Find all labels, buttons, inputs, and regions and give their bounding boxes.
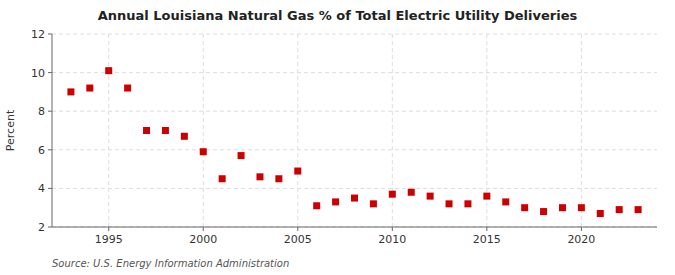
grid-line-x [581, 34, 582, 227]
x-tick [581, 227, 582, 231]
y-tick [48, 227, 52, 228]
y-tick-label: 6 [38, 144, 45, 157]
x-tick-label: 2020 [567, 233, 595, 246]
point [370, 200, 377, 207]
point [124, 85, 131, 92]
point [502, 198, 509, 205]
point [162, 127, 169, 134]
point [464, 200, 471, 207]
chart-container: 1995 2000 2005 2010 2015 2020 2 4 6 8 10 12 Annual L… [0, 0, 675, 275]
point [200, 148, 207, 155]
point [256, 173, 263, 180]
point [408, 189, 415, 196]
point [635, 206, 642, 213]
axes: 1995 2000 2005 2010 2015 2020 2 4 6 8 10 12 [31, 28, 657, 246]
grid-line-y [52, 227, 657, 228]
x-tick-label: 2005 [284, 233, 312, 246]
y-tick-label: 8 [38, 105, 45, 118]
y-tick [48, 188, 52, 189]
point [559, 204, 566, 211]
grid-line-x [392, 34, 393, 227]
point [238, 152, 245, 159]
point [105, 67, 112, 74]
point [332, 198, 339, 205]
y-tick [48, 111, 52, 112]
grid-line-y [52, 111, 657, 112]
point [389, 191, 396, 198]
grid [52, 34, 657, 227]
y-tick-label: 4 [38, 182, 45, 195]
chart-svg: 1995 2000 2005 2010 2015 2020 2 4 6 8 10 12 Annual L… [0, 0, 675, 275]
grid-line-y [52, 149, 657, 150]
y-tick-label: 2 [38, 221, 45, 234]
y-tick-label: 12 [31, 28, 45, 41]
x-tick [203, 227, 204, 231]
y-axis-line [52, 34, 53, 227]
x-tick [297, 227, 298, 231]
point [143, 127, 150, 134]
grid-line-y [52, 72, 657, 73]
point [483, 193, 490, 200]
point [521, 204, 528, 211]
x-tick [486, 227, 487, 231]
x-tick-label: 2000 [189, 233, 217, 246]
point [427, 193, 434, 200]
x-axis-line [52, 227, 657, 228]
y-axis-label: Percent [4, 109, 17, 151]
point [313, 202, 320, 209]
grid-line-x [203, 34, 204, 227]
x-tick-label: 1995 [95, 233, 123, 246]
point [616, 206, 623, 213]
y-tick [48, 149, 52, 150]
point [219, 175, 226, 182]
point [597, 210, 604, 217]
point [294, 168, 301, 175]
y-tick [48, 34, 52, 35]
point [578, 204, 585, 211]
y-tick [48, 72, 52, 73]
point [351, 195, 358, 202]
x-tick [108, 227, 109, 231]
point [540, 208, 547, 215]
x-tick [392, 227, 393, 231]
source: Source: U.S. Energy Information Administ… [52, 258, 289, 269]
y-tick-label: 10 [31, 67, 45, 80]
point [181, 133, 188, 140]
grid-line-y [52, 188, 657, 189]
points [67, 67, 641, 217]
point [67, 88, 74, 95]
grid-line-x [108, 34, 109, 227]
point [446, 200, 453, 207]
point [86, 85, 93, 92]
grid-line-y [52, 34, 657, 35]
point [275, 175, 282, 182]
grid-line-x [297, 34, 298, 227]
title: Annual Louisiana Natural Gas % of Total … [98, 8, 578, 23]
x-tick-label: 2010 [378, 233, 406, 246]
x-tick-label: 2015 [473, 233, 501, 246]
